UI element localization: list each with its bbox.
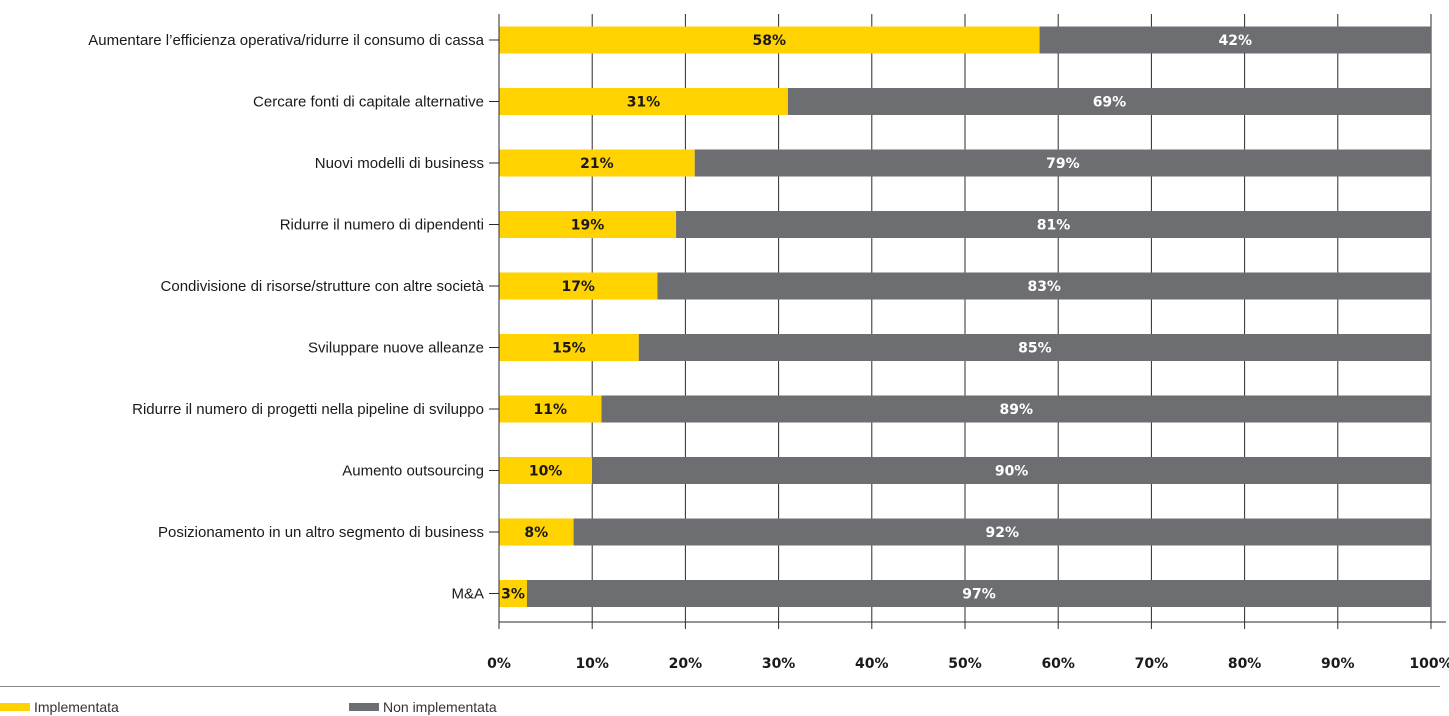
x-tick-label: 90% [1321, 656, 1355, 672]
bar-segment-non-implementata [676, 211, 1431, 238]
bar-segment-non-implementata [787, 88, 1431, 115]
bar-segment-non-implementata [601, 395, 1431, 423]
x-tick-label: 50% [948, 656, 982, 672]
x-tick-label: 30% [762, 656, 796, 672]
legend-label: Implementata [34, 699, 119, 715]
bar-segment-non-implementata [592, 457, 1431, 484]
bar-segment-implementata [499, 272, 658, 300]
category-label: Aumento outsourcing [342, 463, 484, 480]
data-label: 89% [1000, 402, 1034, 418]
data-label: 92% [986, 525, 1020, 541]
data-label: 79% [1046, 156, 1080, 172]
data-label: 17% [561, 279, 595, 295]
data-label: 19% [571, 218, 605, 234]
legend: Implementata Non implementata [0, 686, 1440, 716]
x-tick-label: 70% [1135, 656, 1169, 672]
data-label: 97% [962, 587, 996, 603]
legend-item-implementata: Implementata [0, 699, 119, 715]
data-label: 83% [1027, 279, 1061, 295]
bar-segment-implementata [499, 395, 602, 423]
category-label: Sviluppare nuove alleanze [308, 340, 484, 357]
data-label: 10% [529, 464, 563, 480]
category-labels: Aumentare l’efficienza operativa/ridurre… [88, 32, 484, 603]
bar-segment-implementata [499, 88, 788, 115]
category-label: Aumentare l’efficienza operativa/ridurre… [88, 32, 484, 49]
x-tick-label: 80% [1228, 656, 1262, 672]
x-tick-label: 10% [575, 656, 609, 672]
data-label: 11% [534, 402, 568, 418]
bar-segment-non-implementata [526, 580, 1431, 607]
legend-item-non-implementata: Non implementata [349, 699, 497, 715]
value-labels: 58% 42% 31% 69% 21% 79% 19% 81% 17% 83% 15% 85% 11% 8… [501, 33, 1252, 603]
legend-swatch-non-implementata [349, 703, 379, 711]
category-label: Nuovi modelli di business [315, 155, 484, 172]
x-tick-label: 60% [1041, 656, 1075, 672]
x-tick-labels: 0% 10% 20% 30% 40% 50% 60% 70% 80% 90% 100% [487, 656, 1449, 672]
category-label: Posizionamento in un altro segmento di b… [158, 524, 484, 541]
bar-segment-implementata [499, 457, 593, 484]
data-label: 81% [1037, 218, 1071, 234]
stacked-bar-chart: 58% 42% 31% 69% 21% 79% 19% 81% 17% 83% 15% 85% 11% 8… [88, 14, 1449, 672]
data-label: 69% [1093, 95, 1127, 111]
bar-segment-implementata [499, 334, 639, 361]
data-label: 15% [552, 341, 586, 357]
legend-label: Non implementata [383, 699, 497, 715]
category-label: Ridurre il numero di progetti nella pipe… [132, 401, 484, 418]
bar-segment-implementata [499, 149, 695, 177]
data-label: 8% [524, 525, 548, 541]
bar-segment-implementata [499, 211, 677, 238]
x-tick-label: 40% [855, 656, 889, 672]
legend-swatch-implementata [0, 703, 30, 711]
data-label: 90% [995, 464, 1029, 480]
bar-segment-implementata [499, 518, 574, 546]
category-label: Cercare fonti di capitale alternative [253, 94, 484, 111]
x-tick-label: 20% [669, 656, 703, 672]
category-label: Ridurre il numero di dipendenti [280, 217, 484, 234]
bar-segment-non-implementata [573, 518, 1431, 546]
x-tick-label: 0% [487, 656, 511, 672]
category-label: M&A [451, 586, 484, 603]
bar-segment-non-implementata [694, 149, 1431, 177]
data-label: 58% [753, 33, 787, 49]
data-label: 42% [1219, 33, 1253, 49]
data-label: 31% [627, 95, 661, 111]
bar-segment-non-implementata [1039, 26, 1431, 54]
bar-segment-non-implementata [657, 272, 1431, 300]
data-label: 21% [580, 156, 614, 172]
axes [489, 14, 1446, 629]
bar-segment-implementata [499, 580, 527, 607]
data-label: 3% [501, 587, 525, 603]
bars [499, 26, 1431, 607]
x-tick-label: 100% [1409, 656, 1449, 672]
bar-segment-non-implementata [638, 334, 1431, 361]
data-label: 85% [1018, 341, 1052, 357]
bar-segment-implementata [499, 26, 1040, 54]
category-label: Condivisione di risorse/strutture con al… [161, 278, 485, 295]
